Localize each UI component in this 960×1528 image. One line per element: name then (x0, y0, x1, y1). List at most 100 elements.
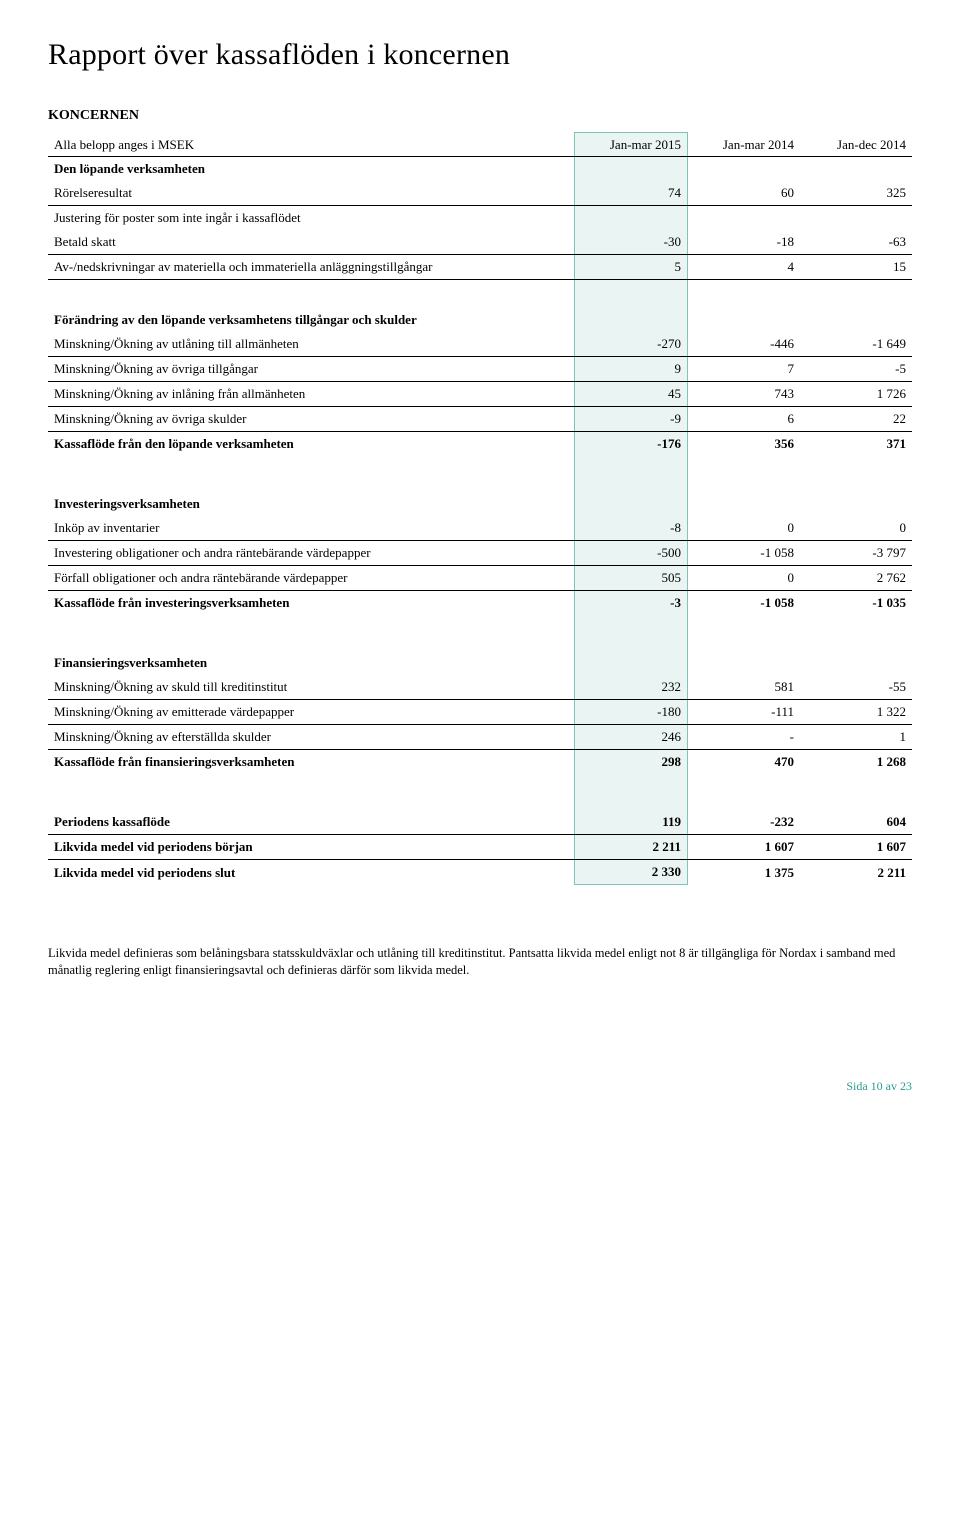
summary-row: Periodens kassaflöde 119 -232 604 (48, 810, 912, 835)
cell: 1 268 (800, 750, 912, 775)
col-label: Alla belopp anges i MSEK (48, 133, 575, 157)
cell: 743 (688, 382, 801, 407)
table-row: Minskning/Ökning av skuld till kreditins… (48, 675, 912, 700)
row-label: Investering obligationer och andra ränte… (48, 541, 575, 566)
cell: 0 (800, 516, 912, 541)
section-header-label: Den löpande verksamheten (48, 157, 575, 182)
section-header-label: Finansieringsverksamheten (48, 651, 575, 675)
cell: -18 (688, 230, 801, 255)
cell: - (688, 725, 801, 750)
row-label: Likvida medel vid periodens början (48, 835, 575, 860)
row-label: Justering för poster som inte ingår i ka… (48, 206, 575, 231)
cell: 45 (575, 382, 688, 407)
cell: 298 (575, 750, 688, 775)
section-total: Kassaflöde från finansieringsverksamhete… (48, 750, 912, 775)
table-row: Förfall obligationer och andra räntebära… (48, 566, 912, 591)
summary-row: Likvida medel vid periodens början 2 211… (48, 835, 912, 860)
table-row: Minskning/Ökning av efterställda skulder… (48, 725, 912, 750)
cell (575, 206, 688, 231)
row-label: Minskning/Ökning av efterställda skulder (48, 725, 575, 750)
section-header: Förändring av den löpande verksamhetens … (48, 298, 912, 332)
col-period-2: Jan-mar 2014 (688, 133, 801, 157)
table-row: Rörelseresultat 74 60 325 (48, 181, 912, 206)
col-period-3: Jan-dec 2014 (800, 133, 912, 157)
cell: 6 (688, 407, 801, 432)
cell: 581 (688, 675, 801, 700)
section-header-label: Investeringsverksamheten (48, 492, 575, 516)
cell: 356 (688, 432, 801, 457)
row-label: Minskning/Ökning av övriga tillgångar (48, 357, 575, 382)
cell: -500 (575, 541, 688, 566)
cell: -176 (575, 432, 688, 457)
cell: 1 (800, 725, 912, 750)
section-total: Kassaflöde från den löpande verksamheten… (48, 432, 912, 457)
row-label: Minskning/Ökning av utlåning till allmän… (48, 332, 575, 357)
section-total: Kassaflöde från investeringsverksamheten… (48, 591, 912, 616)
cell: 2 211 (575, 835, 688, 860)
cell: 246 (575, 725, 688, 750)
table-row: Justering för poster som inte ingår i ka… (48, 206, 912, 231)
cell: 22 (800, 407, 912, 432)
cell: 1 607 (800, 835, 912, 860)
table-row: Minskning/Ökning av övriga tillgångar 9 … (48, 357, 912, 382)
table-row: Minskning/Ökning av emitterade värdepapp… (48, 700, 912, 725)
cell: -232 (688, 810, 801, 835)
cell: -111 (688, 700, 801, 725)
total-label: Kassaflöde från finansieringsverksamhete… (48, 750, 575, 775)
cell: 7 (688, 357, 801, 382)
cell: -30 (575, 230, 688, 255)
cell: -180 (575, 700, 688, 725)
spacer (48, 280, 912, 299)
table-row: Av-/nedskrivningar av materiella och imm… (48, 255, 912, 280)
page-number: Sida 10 av 23 (48, 1079, 912, 1094)
cell: -1 058 (688, 591, 801, 616)
row-label: Minskning/Ökning av emitterade värdepapp… (48, 700, 575, 725)
row-label: Inköp av inventarier (48, 516, 575, 541)
cashflow-table: Alla belopp anges i MSEK Jan-mar 2015 Ja… (48, 132, 912, 885)
section-header: Den löpande verksamheten (48, 157, 912, 182)
cell: 9 (575, 357, 688, 382)
table-header-row: Alla belopp anges i MSEK Jan-mar 2015 Ja… (48, 133, 912, 157)
cell: 119 (575, 810, 688, 835)
row-label: Minskning/Ökning av övriga skulder (48, 407, 575, 432)
cell (688, 206, 801, 231)
cell: -3 (575, 591, 688, 616)
cell: 1 607 (688, 835, 801, 860)
cell: 371 (800, 432, 912, 457)
cell: 74 (575, 181, 688, 206)
table-row: Inköp av inventarier -8 0 0 (48, 516, 912, 541)
cell: -9 (575, 407, 688, 432)
spacer (48, 774, 912, 810)
cell: 0 (688, 566, 801, 591)
cell: 470 (688, 750, 801, 775)
cell: 1 322 (800, 700, 912, 725)
row-label: Rörelseresultat (48, 181, 575, 206)
cell: -1 058 (688, 541, 801, 566)
summary-row: Likvida medel vid periodens slut 2 330 1… (48, 860, 912, 885)
total-label: Kassaflöde från den löpande verksamheten (48, 432, 575, 457)
table-row: Investering obligationer och andra ränte… (48, 541, 912, 566)
row-label: Periodens kassaflöde (48, 810, 575, 835)
cell: -1 649 (800, 332, 912, 357)
row-label: Av-/nedskrivningar av materiella och imm… (48, 255, 575, 280)
table-row: Minskning/Ökning av inlåning från allmän… (48, 382, 912, 407)
row-label: Likvida medel vid periodens slut (48, 860, 575, 885)
cell: -63 (800, 230, 912, 255)
cell: -5 (800, 357, 912, 382)
table-row: Minskning/Ökning av övriga skulder -9 6 … (48, 407, 912, 432)
cell: 1 726 (800, 382, 912, 407)
spacer (48, 615, 912, 651)
page-title: Rapport över kassaflöden i koncernen (48, 38, 912, 72)
total-label: Kassaflöde från investeringsverksamheten (48, 591, 575, 616)
row-label: Minskning/Ökning av inlåning från allmän… (48, 382, 575, 407)
cell: -3 797 (800, 541, 912, 566)
cell: 60 (688, 181, 801, 206)
cell: 604 (800, 810, 912, 835)
cell: -270 (575, 332, 688, 357)
row-label: Betald skatt (48, 230, 575, 255)
cell: 1 375 (688, 860, 801, 885)
cell: -55 (800, 675, 912, 700)
cell: -1 035 (800, 591, 912, 616)
cell: -8 (575, 516, 688, 541)
table-row: Betald skatt -30 -18 -63 (48, 230, 912, 255)
